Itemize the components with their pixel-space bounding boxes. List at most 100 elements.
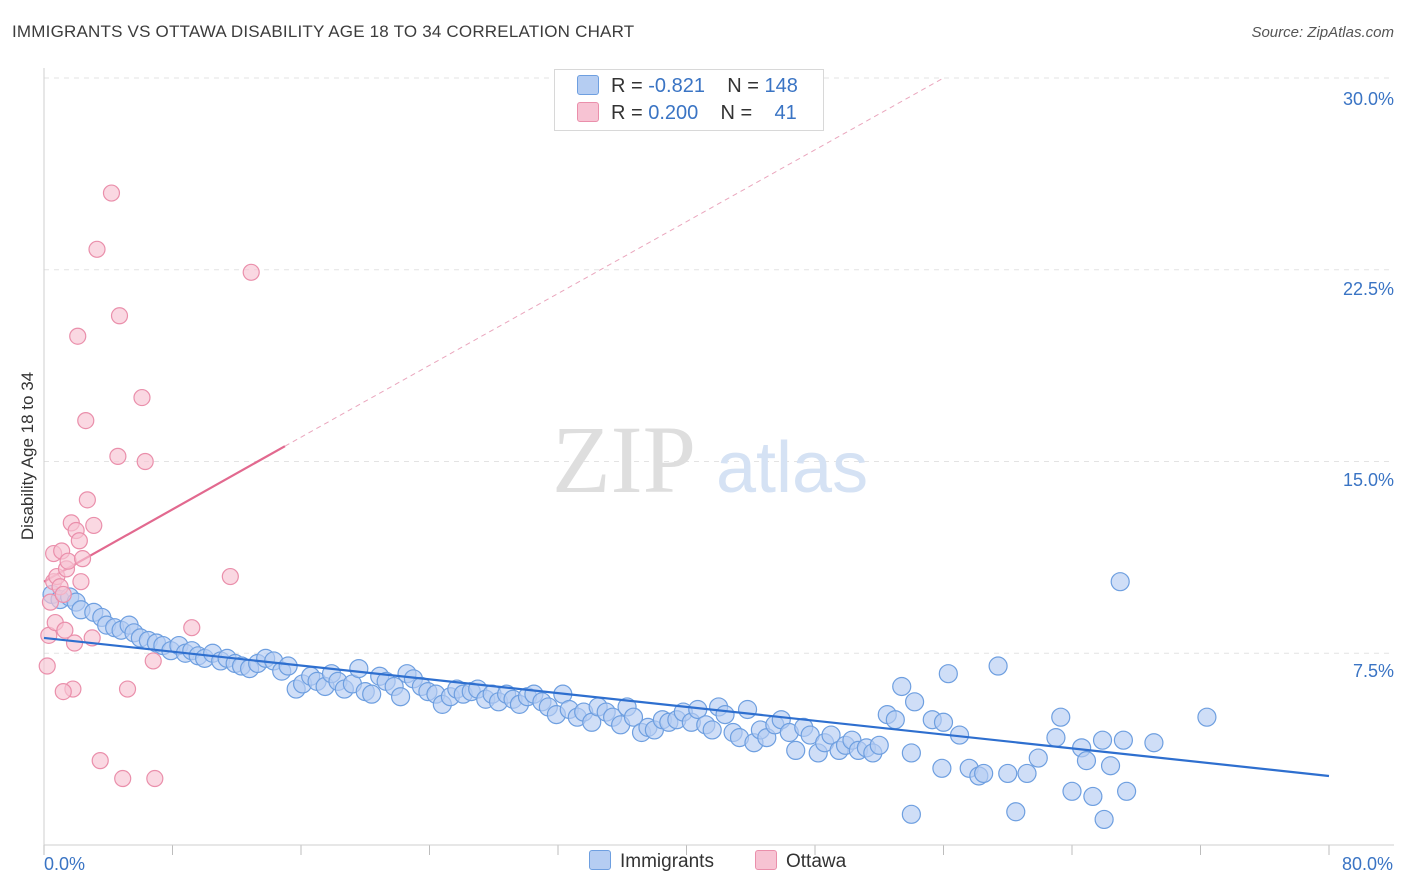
watermark-atlas: atlas [716,428,868,508]
ottawa-point [91,752,109,770]
immigrants-point [623,707,644,727]
ottawa-point [110,307,129,325]
immigrants-point [1094,809,1114,830]
legend-n-value: 148 [764,75,798,97]
ottawa-point [114,769,132,788]
ottawa-point [56,621,74,639]
ottawa-point [38,657,56,675]
x-tick-label: 0.0% [44,854,85,874]
source-label: Source: ZipAtlas.com [1251,24,1394,41]
ottawa-point [54,585,72,604]
correlation-legend: R = -0.821 N = 148 R = 0.200 N = 41 [554,69,824,131]
ottawa-point [54,682,72,701]
ottawa-point [70,532,88,550]
immigrants-point [901,804,921,824]
immigrants-trend-line [43,636,1330,778]
ottawa-points [38,184,260,788]
immigrants-point [702,720,722,740]
immigrants-point [1100,756,1121,776]
immigrants-point [988,656,1008,676]
legend-label: Ottawa [786,851,847,872]
ottawa-point [73,550,92,568]
legend-r-label: R = [611,75,643,97]
immigrants-point [362,684,382,704]
legend-swatch-pink [755,850,777,870]
ottawa-point [85,516,103,535]
immigrants-point [1076,751,1097,771]
legend-swatch-blue [589,850,611,870]
legend-n-label: N = [720,102,753,124]
immigrants-point [869,735,889,755]
immigrants-point [1083,786,1103,807]
immigrants-point [885,710,905,730]
y-axis-label: Disability Age 18 to 34 [18,372,37,540]
legend-item-ottawa: Ottawa [755,850,846,873]
immigrants-point [904,692,925,712]
tick-labels: 30.0% 22.5% 15.0% 7.5% 0.0% 80.0% [44,89,1394,874]
ottawa-point [144,652,162,670]
ottawa-point [69,327,87,345]
immigrants-point [1062,781,1082,801]
immigrants-point [901,743,921,763]
immigrants-point [786,740,806,761]
immigrants-point [1092,730,1113,750]
chart-title: IMMIGRANTS VS OTTAWA DISABILITY AGE 18 T… [12,22,635,41]
ottawa-point [59,552,77,570]
immigrants-point [1046,728,1066,748]
legend-r-value: -0.821 [648,75,705,97]
x-tick-label: 80.0% [1342,854,1393,874]
immigrants-point [737,699,758,720]
immigrants-point [1051,707,1071,727]
grid-lines [43,77,1394,855]
immigrants-point [932,758,952,778]
immigrants-point [278,656,298,676]
watermark-zip: ZIP [552,406,696,513]
immigrants-point [938,664,958,684]
ottawa-point [77,411,95,430]
ottawa-point [133,388,151,407]
ottawa-point [102,184,121,202]
legend-item-immigrants: Immigrants [589,850,714,873]
y-tick-label: 7.5% [1353,661,1394,681]
immigrants-point [715,705,735,725]
legend-swatch-blue [577,75,599,95]
immigrants-point [821,725,841,745]
watermark: ZIP atlas [552,406,868,513]
y-tick-label: 22.5% [1343,279,1394,299]
immigrants-point [998,763,1018,784]
immigrants-point [390,687,411,707]
ottawa-point [41,593,60,611]
immigrants-point [1113,730,1134,750]
ottawa-point [146,769,164,788]
immigrants-point [1197,707,1217,727]
immigrants-point [974,763,994,784]
immigrants-point [1110,572,1130,592]
legend-label: Immigrants [620,851,714,872]
legend-r-label: R = [611,102,643,124]
ottawa-point [65,634,84,652]
ottawa-point [72,573,90,591]
ottawa-point [118,680,137,698]
ottawa-point [78,491,96,509]
legend-swatch-pink [577,102,599,122]
immigrants-point [1117,781,1137,801]
ottawa-point [88,240,106,258]
y-tick-label: 30.0% [1343,89,1394,109]
ottawa-point [242,263,260,281]
legend-row-ottawa: R = 0.200 N = 41 [577,102,797,126]
immigrants-point [1017,763,1037,784]
immigrants-point [1006,802,1026,822]
immigrants-point [1144,733,1164,753]
legend-r-value: 0.200 [648,102,699,124]
legend-row-immigrants: R = -0.821 N = 148 [577,75,798,99]
immigrants-point [892,676,912,697]
ottawa-point [183,619,201,637]
ottawa-point [136,452,154,471]
legend-n-value: 41 [774,102,797,124]
ottawa-point [221,567,239,586]
ottawa-trend-extension [284,77,944,447]
immigrants-point [933,712,954,732]
legend-n-label: N = [727,75,759,97]
ottawa-point [109,447,127,465]
